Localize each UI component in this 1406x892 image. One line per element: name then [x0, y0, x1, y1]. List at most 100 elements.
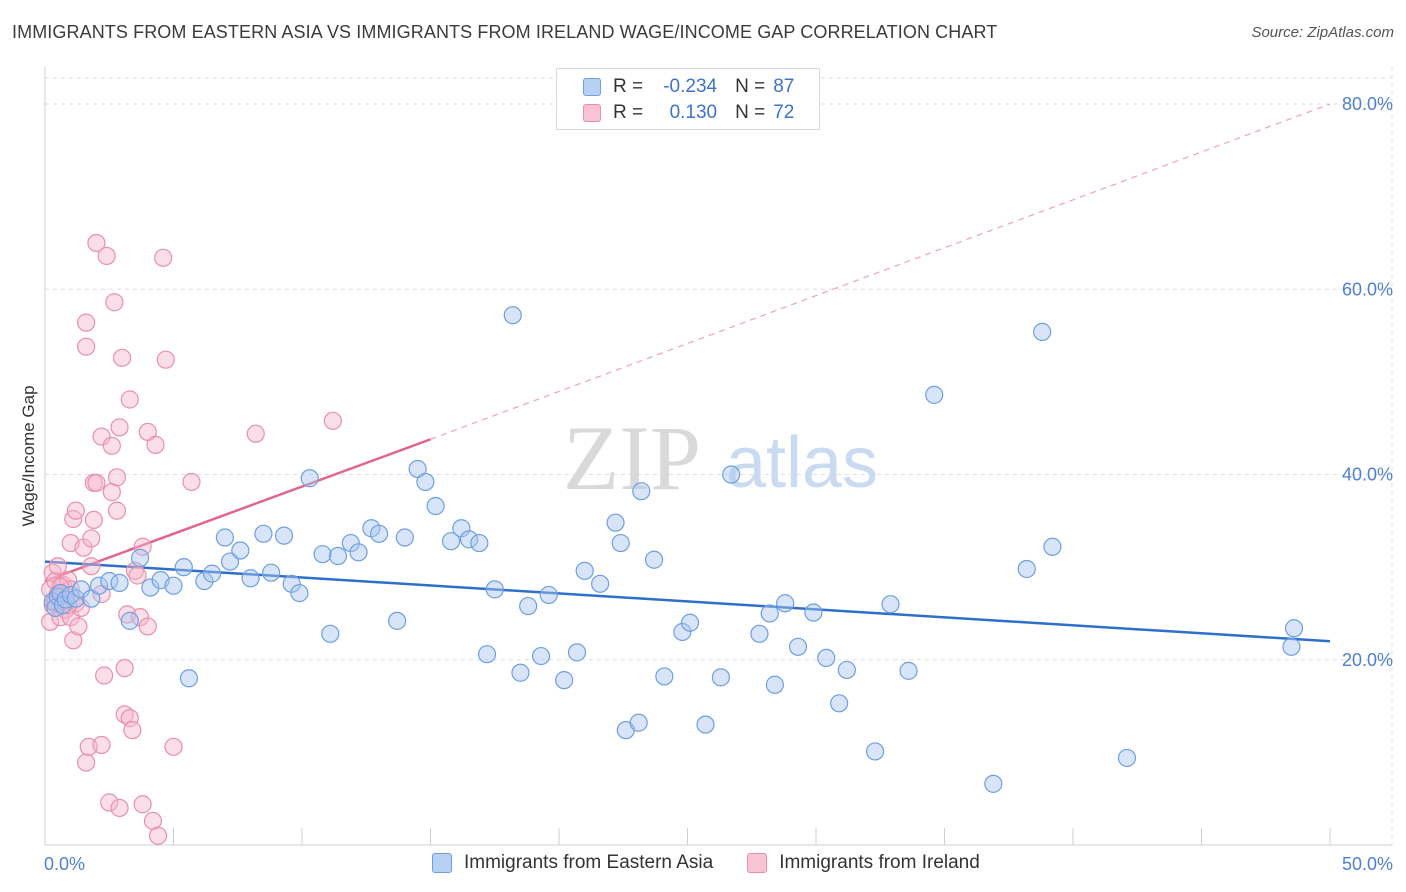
- axes: [44, 67, 1392, 846]
- point-ireland: [66, 501, 85, 520]
- trend-line-ireland-extension: [430, 103, 1331, 440]
- point-eastern-asia: [591, 574, 610, 593]
- point-eastern-asia: [441, 532, 461, 551]
- point-eastern-asia: [370, 524, 389, 543]
- point-eastern-asia: [788, 637, 808, 656]
- point-eastern-asia: [174, 558, 193, 577]
- point-ireland: [64, 631, 83, 650]
- point-ireland: [92, 735, 111, 755]
- point-eastern-asia: [282, 574, 301, 593]
- y-tick-label: 40.0%: [1342, 465, 1393, 485]
- point-ireland: [133, 795, 152, 814]
- legend-r-value: 0.130: [669, 102, 718, 123]
- point-eastern-asia: [866, 742, 885, 761]
- legend-r-label: R =: [613, 102, 644, 123]
- point-eastern-asia: [632, 482, 651, 501]
- point-eastern-asia: [837, 660, 856, 680]
- point-ireland: [92, 427, 111, 446]
- y-tick-label: 80.0%: [1342, 94, 1393, 114]
- point-eastern-asia: [817, 648, 836, 668]
- y-tick-labels: 20.0% 40.0% 60.0% 80.0%: [1342, 94, 1393, 670]
- y-axis-label: Wage/Income Gap: [19, 385, 38, 526]
- point-ireland: [105, 293, 124, 312]
- point-eastern-asia: [760, 604, 779, 623]
- point-ireland: [74, 538, 93, 557]
- point-eastern-asia: [164, 576, 183, 595]
- point-ireland: [87, 233, 106, 253]
- point-eastern-asia: [644, 550, 664, 569]
- point-eastern-asia: [531, 646, 551, 666]
- point-eastern-asia: [1017, 559, 1036, 579]
- legend-label-ireland: Immigrants from Ireland: [779, 852, 980, 873]
- legend-n-label: N =: [735, 102, 766, 123]
- point-eastern-asia: [696, 715, 715, 734]
- legend-swatch-pink: [583, 104, 601, 122]
- point-ireland: [123, 721, 142, 740]
- point-ireland: [82, 557, 101, 576]
- point-eastern-asia: [722, 465, 741, 484]
- point-eastern-asia: [485, 580, 504, 599]
- point-eastern-asia: [750, 624, 769, 643]
- point-eastern-asia: [387, 611, 407, 630]
- point-eastern-asia: [321, 624, 340, 643]
- point-ireland: [323, 411, 342, 430]
- point-eastern-asia: [426, 496, 445, 516]
- point-ireland: [110, 798, 129, 818]
- point-eastern-asia: [341, 533, 360, 553]
- point-eastern-asia: [395, 528, 414, 547]
- point-ireland: [164, 737, 183, 756]
- point-eastern-asia: [804, 603, 823, 622]
- point-ireland: [102, 436, 121, 455]
- point-eastern-asia: [416, 472, 435, 492]
- point-ireland: [156, 350, 175, 369]
- point-eastern-asia: [1284, 619, 1304, 638]
- point-eastern-asia: [765, 675, 784, 694]
- point-eastern-asia: [89, 576, 109, 595]
- legend-r-value: -0.234: [663, 76, 718, 97]
- legend-label-eastern-asia: Immigrants from Eastern Asia: [464, 852, 714, 873]
- point-eastern-asia: [830, 694, 849, 713]
- point-ireland: [107, 468, 127, 487]
- source-note: Source: ZipAtlas.com: [1251, 24, 1394, 41]
- legend-r-label: R =: [613, 76, 644, 97]
- point-eastern-asia: [141, 578, 160, 597]
- point-eastern-asia: [202, 564, 222, 583]
- point-ireland: [82, 529, 101, 548]
- point-ireland: [84, 510, 103, 530]
- point-eastern-asia: [519, 596, 538, 616]
- point-eastern-asia: [300, 469, 319, 488]
- gridlines: [45, 67, 1393, 845]
- point-eastern-asia: [1282, 637, 1301, 656]
- point-eastern-asia: [925, 385, 944, 404]
- legend-swatch-blue: [583, 78, 601, 96]
- point-ireland: [100, 793, 119, 812]
- point-eastern-asia: [1117, 748, 1137, 768]
- point-ireland: [77, 753, 96, 772]
- point-ireland: [146, 435, 165, 454]
- point-ireland: [48, 557, 67, 576]
- trend-line-ireland: [44, 438, 431, 583]
- point-ireland: [97, 246, 116, 266]
- point-ireland: [95, 666, 114, 685]
- point-eastern-asia: [567, 643, 587, 662]
- point-ireland: [110, 418, 129, 437]
- trend-lines: [44, 103, 1331, 643]
- legend-n-value: 72: [773, 102, 795, 123]
- legend-n-label: N =: [735, 76, 766, 97]
- point-eastern-asia: [477, 645, 497, 664]
- point-ireland: [112, 348, 132, 367]
- x-tick-label: 0.0%: [44, 854, 85, 874]
- point-ireland: [154, 248, 173, 267]
- point-ireland: [87, 473, 106, 492]
- point-eastern-asia: [215, 528, 234, 547]
- point-eastern-asia: [511, 663, 530, 682]
- point-eastern-asia: [503, 306, 522, 325]
- point-eastern-asia: [231, 541, 250, 560]
- point-ireland: [138, 617, 157, 636]
- point-eastern-asia: [1043, 537, 1062, 556]
- legend-swatch-pink: [747, 853, 768, 873]
- point-ireland: [107, 501, 127, 520]
- watermark-zip: ZIP: [563, 407, 701, 509]
- point-eastern-asia: [110, 573, 129, 592]
- point-eastern-asia: [71, 580, 91, 599]
